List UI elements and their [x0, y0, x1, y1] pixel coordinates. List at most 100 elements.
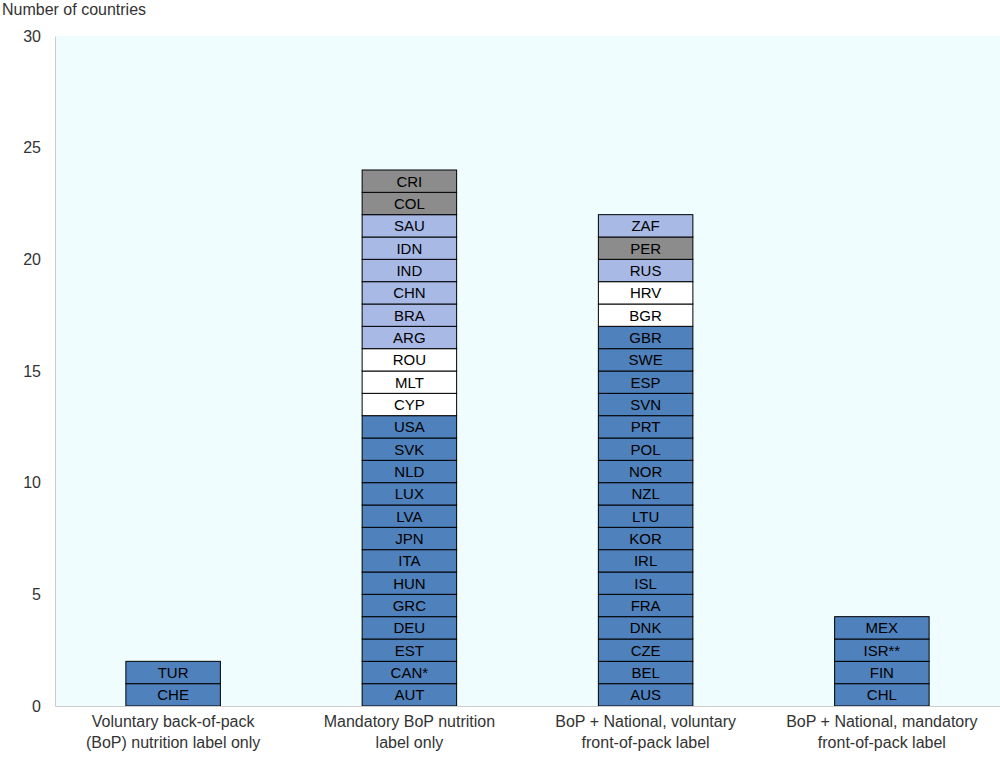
country-label: ARG — [393, 329, 426, 346]
country-box — [362, 349, 457, 371]
country-box — [362, 460, 457, 482]
country-box — [362, 483, 457, 505]
chart: 051015202530Voluntary back-of-pack(BoP) … — [0, 0, 1000, 758]
country-label: ROU — [393, 351, 426, 368]
country-label: DNK — [630, 619, 662, 636]
x-tick-label-line: front-of-pack label — [818, 734, 946, 751]
country-box — [598, 617, 693, 639]
country-box — [598, 661, 693, 683]
country-label: USA — [394, 418, 425, 435]
x-tick-label-line: front-of-pack label — [582, 734, 710, 751]
country-label: IDN — [396, 240, 422, 257]
country-box — [126, 661, 221, 683]
y-tick-label: 25 — [23, 139, 41, 156]
x-tick: BoP + National, voluntary front-of-pack l… — [555, 706, 736, 751]
country-label: MEX — [866, 619, 899, 636]
country-label: TUR — [158, 664, 189, 681]
country-box — [835, 617, 930, 639]
country-label: IRL — [634, 552, 657, 569]
y-axis: 051015202530 — [23, 28, 55, 715]
country-label: ITA — [398, 552, 420, 569]
box-labels: CHETURAUTCAN*ESTDEUGRCHUNITAJPNLVALUXNLD… — [157, 173, 900, 704]
country-label: GBR — [629, 329, 662, 346]
country-box — [598, 326, 693, 348]
y-tick-label: 0 — [32, 698, 41, 715]
country-label: CAN* — [391, 664, 429, 681]
country-box — [362, 192, 457, 214]
country-box — [598, 505, 693, 527]
y-tick-label: 10 — [23, 474, 41, 491]
country-box — [598, 684, 693, 706]
country-label: ZAF — [631, 217, 659, 234]
x-tick-label-line: BoP + National, mandatory — [786, 713, 977, 730]
country-box — [362, 438, 457, 460]
country-label: LUX — [395, 485, 424, 502]
country-label: CZE — [631, 642, 661, 659]
country-box — [362, 259, 457, 281]
country-label: MLT — [395, 374, 424, 391]
country-box — [362, 326, 457, 348]
x-tick-label: Voluntary back-of-pack(BoP) nutrition la… — [86, 713, 260, 751]
country-box — [362, 639, 457, 661]
country-label: ESP — [631, 374, 661, 391]
x-tick-label-line: BoP + National, voluntary — [555, 713, 736, 730]
x-axis: Voluntary back-of-pack(BoP) nutrition la… — [56, 706, 1000, 751]
country-box — [598, 438, 693, 460]
bars — [126, 170, 929, 706]
country-label: ISL — [634, 575, 657, 592]
country-label: POL — [631, 441, 661, 458]
x-axis-line — [56, 706, 1000, 707]
x-tick-label-line: (BoP) nutrition label only — [86, 734, 260, 751]
plot-background — [55, 36, 1000, 706]
x-tick-label-line: label only — [376, 734, 444, 751]
plot: 051015202530Voluntary back-of-pack(BoP) … — [23, 28, 1000, 752]
country-label: SWE — [629, 351, 663, 368]
country-label: HRV — [630, 284, 661, 301]
country-label: EST — [395, 642, 424, 659]
country-label: DEU — [394, 619, 426, 636]
country-label: CHN — [393, 284, 426, 301]
x-tick-label-line: Mandatory BoP nutrition — [324, 713, 495, 730]
country-box — [362, 371, 457, 393]
country-label: JPN — [395, 530, 423, 547]
x-tick: Voluntary back-of-pack(BoP) nutrition la… — [86, 706, 260, 751]
x-tick-label: BoP + National, mandatory front-of-pack l… — [786, 713, 977, 751]
country-box — [598, 371, 693, 393]
y-tick: 0 — [32, 698, 55, 715]
country-box — [362, 527, 457, 549]
country-box — [362, 282, 457, 304]
country-label: CYP — [394, 396, 425, 413]
country-label: NZL — [631, 485, 659, 502]
country-box — [598, 282, 693, 304]
country-label: CHL — [867, 686, 897, 703]
country-box — [598, 527, 693, 549]
country-box — [362, 304, 457, 326]
country-box — [835, 639, 930, 661]
country-label: FRA — [631, 597, 661, 614]
country-box — [362, 661, 457, 683]
country-box — [835, 684, 930, 706]
country-box — [598, 483, 693, 505]
country-label: BEL — [631, 664, 659, 681]
country-box — [362, 237, 457, 259]
country-box — [598, 639, 693, 661]
country-box — [598, 416, 693, 438]
y-tick: 5 — [32, 586, 55, 603]
x-tick-label: Mandatory BoP nutrition label only — [324, 713, 495, 751]
country-box — [362, 684, 457, 706]
country-box — [362, 572, 457, 594]
x-tick: Mandatory BoP nutrition label only — [324, 706, 495, 751]
country-box — [362, 170, 457, 192]
y-tick-label: 20 — [23, 251, 41, 268]
country-label: COL — [394, 195, 425, 212]
country-label: NLD — [394, 463, 424, 480]
y-axis-line — [55, 37, 56, 707]
country-box — [362, 505, 457, 527]
country-box — [598, 237, 693, 259]
country-label: HUN — [393, 575, 426, 592]
country-label: SAU — [394, 217, 425, 234]
country-label: KOR — [629, 530, 662, 547]
y-tick-label: 30 — [23, 28, 41, 45]
country-label: SVK — [394, 441, 424, 458]
country-label: SVN — [630, 396, 661, 413]
